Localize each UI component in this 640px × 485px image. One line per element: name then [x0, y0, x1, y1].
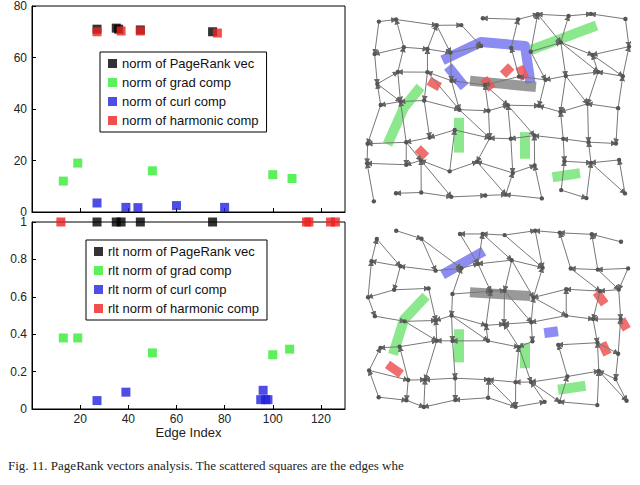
svg-text:norm of curl comp: norm of curl comp [122, 94, 226, 109]
svg-text:20: 20 [73, 412, 87, 426]
svg-text:rlt norm of PageRank vec: rlt norm of PageRank vec [108, 244, 255, 259]
svg-text:1: 1 [20, 215, 27, 229]
svg-text:rlt norm of harmonic comp: rlt norm of harmonic comp [108, 301, 259, 316]
svg-text:80: 80 [14, 0, 28, 13]
svg-text:0.2: 0.2 [10, 365, 27, 379]
svg-text:60: 60 [170, 412, 184, 426]
svg-text:100: 100 [263, 412, 283, 426]
svg-text:0.4: 0.4 [10, 327, 27, 341]
svg-text:80: 80 [218, 412, 232, 426]
svg-text:60: 60 [14, 51, 28, 65]
svg-text:norm of harmonic comp: norm of harmonic comp [122, 113, 259, 128]
svg-text:norm of grad comp: norm of grad comp [122, 75, 231, 90]
svg-text:0: 0 [20, 402, 27, 416]
svg-text:40: 40 [122, 412, 136, 426]
svg-text:0: 0 [20, 205, 27, 219]
svg-text:0.6: 0.6 [10, 290, 27, 304]
svg-text:20: 20 [14, 154, 28, 168]
svg-text:120: 120 [311, 412, 331, 426]
svg-text:0.8: 0.8 [10, 252, 27, 266]
html-text:Fig. 11. PageRank vectors anal: Fig. 11. PageRank vectors analysis. The … [8, 458, 404, 473]
svg-text:rlt norm of curl comp: rlt norm of curl comp [108, 282, 226, 297]
svg-text:Edge Index: Edge Index [156, 425, 222, 440]
svg-text:40: 40 [14, 102, 28, 116]
svg-text:norm of PageRank vec: norm of PageRank vec [122, 56, 255, 71]
svg-text:rlt norm of grad comp: rlt norm of grad comp [108, 263, 232, 278]
